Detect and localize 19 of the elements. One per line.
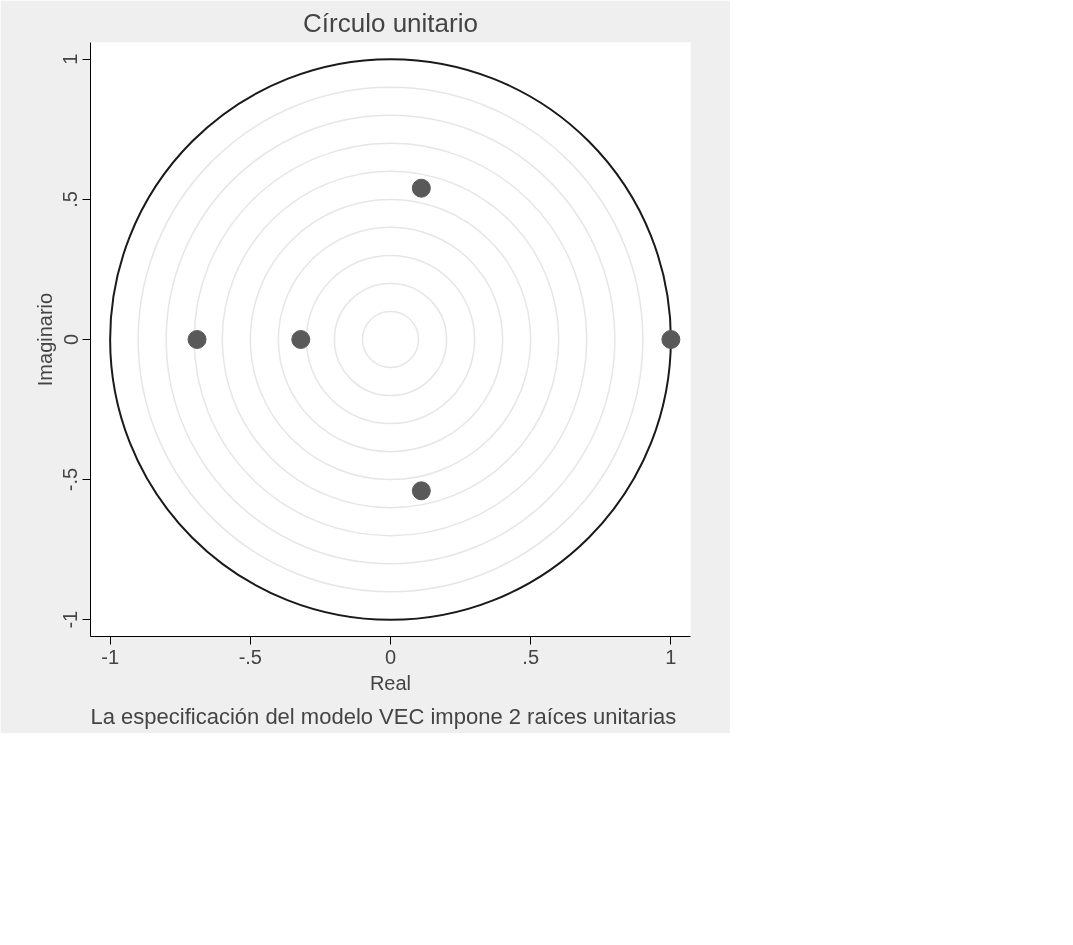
x-tick-label: -1 bbox=[101, 645, 120, 668]
y-axis-title: Imaginario bbox=[33, 292, 56, 387]
text: La especificación del modelo VEC impone 2 raíces unitarias bbox=[90, 703, 677, 729]
point bbox=[411, 178, 431, 198]
x-tick-label: -.5 bbox=[238, 645, 262, 668]
y-tick-label: 0 bbox=[59, 333, 82, 346]
y-tick-label: .5 bbox=[59, 191, 82, 208]
x-tick-label: 0 bbox=[384, 645, 397, 668]
point bbox=[291, 330, 311, 349]
y-tick-label: -.5 bbox=[59, 467, 82, 492]
point bbox=[411, 481, 431, 501]
x-tick-label: 1 bbox=[665, 645, 677, 668]
y-tick-label: 1 bbox=[59, 53, 82, 65]
chart-title: Círculo unitario bbox=[303, 7, 478, 38]
x-tick-label: .5 bbox=[522, 645, 540, 668]
point bbox=[661, 330, 681, 349]
x-axis-title: Real bbox=[369, 671, 412, 694]
y-tick-label: -1 bbox=[59, 610, 82, 629]
point bbox=[187, 330, 207, 349]
